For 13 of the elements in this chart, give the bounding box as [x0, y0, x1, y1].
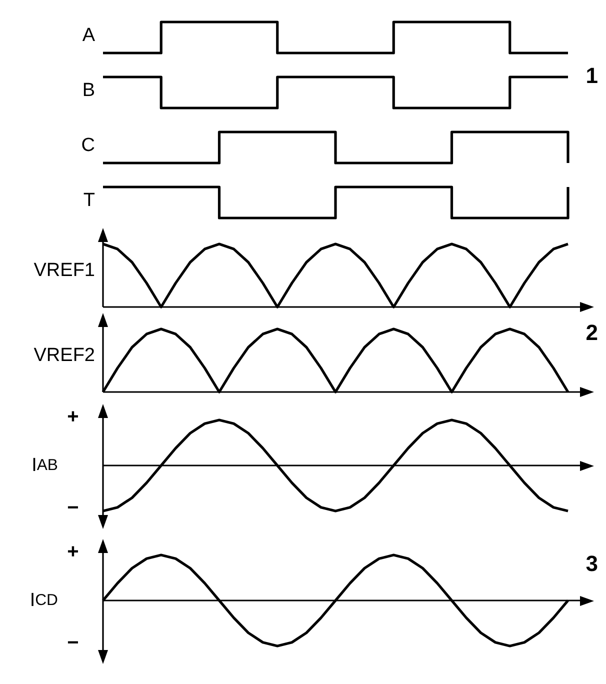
y-axis-title: VREF1: [32, 258, 95, 282]
text: +: [66, 406, 80, 429]
text: +: [66, 541, 80, 564]
annotation: 2: [586, 320, 598, 346]
y-axis-title: B: [81, 78, 95, 102]
y-axis-title: A: [81, 24, 95, 48]
y-axis-title: T: [82, 188, 95, 212]
annotation: 3: [586, 550, 598, 577]
text: 1: [586, 63, 598, 90]
y-axis-title: VREF2: [32, 344, 95, 368]
text: −: [66, 632, 80, 655]
y-axis-title: C: [80, 134, 95, 158]
text: −: [66, 497, 80, 520]
